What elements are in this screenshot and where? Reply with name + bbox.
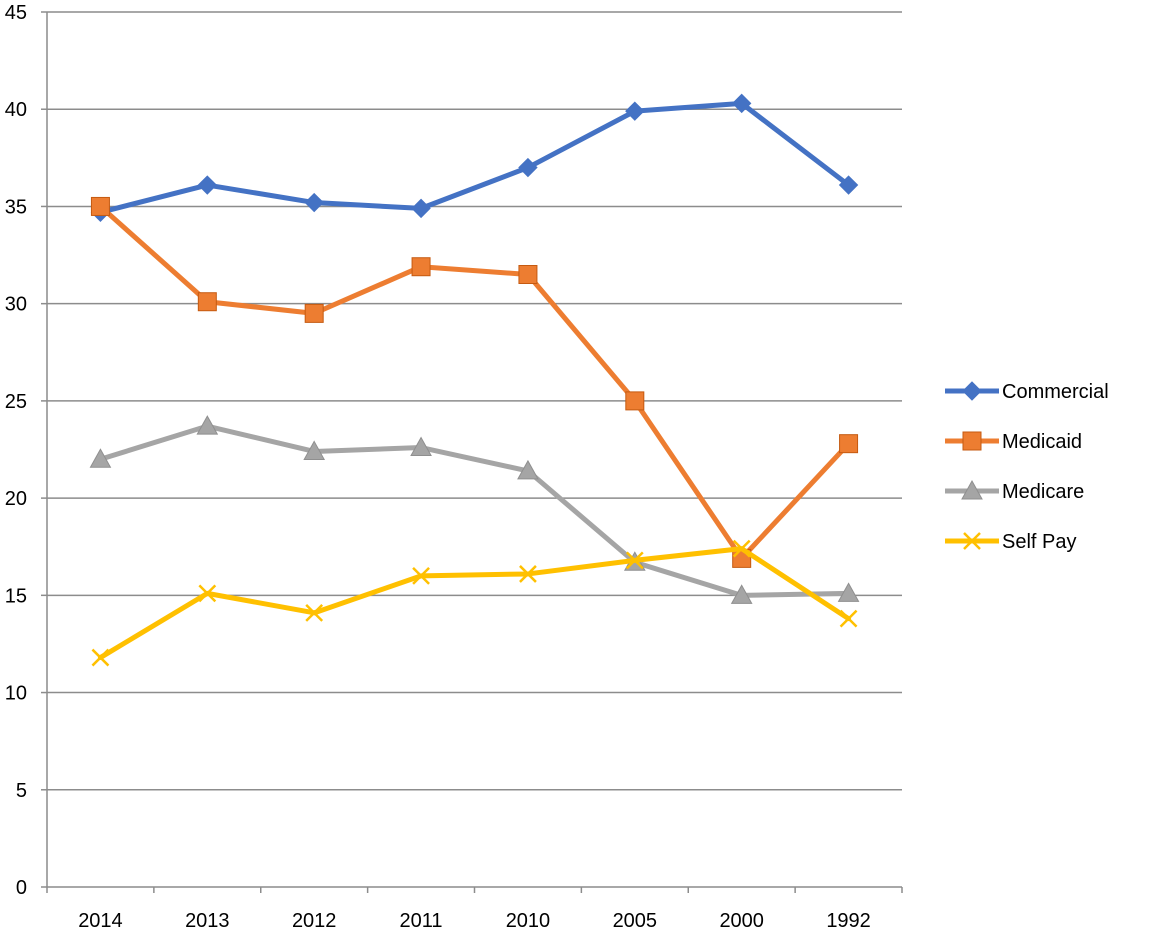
data-point-self-pay [732, 539, 751, 558]
x-marker-stroke [412, 567, 430, 585]
x-tick-label: 2010 [506, 910, 551, 932]
x-tick-label: 2013 [185, 910, 230, 932]
legend-label: Commercial [1002, 381, 1109, 403]
data-point-medicaid [839, 434, 859, 454]
x-tick-label: 2005 [613, 910, 658, 932]
y-tick-label: 20 [5, 488, 27, 510]
data-point-commercial [304, 192, 324, 213]
data-point-commercial [518, 157, 538, 178]
y-tick-label: 45 [5, 2, 27, 24]
legend-label: Self Pay [1002, 531, 1076, 553]
series [89, 93, 860, 667]
data-point-commercial [411, 198, 431, 219]
x-marker-stroke [732, 539, 751, 558]
data-point-medicaid [90, 196, 110, 216]
data-point-commercial [838, 175, 859, 195]
data-point-medicare [517, 459, 539, 480]
data-point-medicaid [197, 292, 217, 312]
x-tick-label: 2000 [719, 910, 764, 932]
data-point-medicaid [625, 391, 645, 411]
y-tick-label: 25 [5, 391, 27, 413]
y-tick-label: 40 [5, 99, 27, 121]
series-line-medicaid [97, 203, 852, 561]
x-marker-stroke [839, 609, 858, 628]
y-tick-label: 5 [16, 780, 27, 802]
legend-item-commercial: Commercial [945, 381, 1109, 403]
y-tick-label: 0 [16, 877, 27, 899]
x-tick-label: 2014 [78, 910, 123, 932]
data-point-commercial [731, 93, 752, 114]
legend-item-medicaid: Medicaid [945, 431, 1082, 453]
series-medicaid [90, 196, 859, 568]
data-point-self-pay [519, 565, 537, 583]
x-marker-stroke [198, 584, 217, 603]
legend-marker [963, 532, 981, 550]
y-tick-label: 30 [5, 294, 27, 316]
data-point-commercial [625, 101, 645, 121]
data-point-commercial [197, 175, 218, 195]
y-tick-label: 10 [5, 683, 27, 705]
legend-item-medicare: Medicare [945, 479, 1084, 503]
data-point-medicare [196, 415, 219, 435]
data-point-self-pay [839, 609, 858, 628]
x-marker-stroke [519, 565, 537, 583]
y-tick-label: 35 [5, 196, 27, 218]
series-line-commercial [97, 100, 852, 215]
y-tick-label: 15 [5, 585, 27, 607]
data-point-self-pay [91, 648, 110, 667]
legend-item-self-pay: Self Pay [945, 531, 1076, 553]
data-point-medicare [89, 448, 112, 468]
data-point-self-pay [625, 551, 644, 570]
x-marker-stroke [963, 532, 981, 550]
x-tick-label: 2012 [292, 910, 337, 932]
data-point-medicare [730, 584, 753, 604]
data-point-medicare [410, 436, 432, 457]
x-tick-label: 1992 [826, 910, 871, 932]
data-point-self-pay [198, 584, 217, 603]
legend-marker [962, 431, 982, 451]
legend: Commercial Medicaid Medicare Self Pay [945, 381, 1109, 553]
series-line-medicare [97, 423, 852, 598]
series-self-pay [91, 539, 858, 667]
data-point-self-pay [412, 567, 430, 585]
x-marker-stroke [305, 603, 324, 622]
series-commercial [90, 93, 859, 222]
data-point-self-pay [305, 603, 324, 622]
axes: 0 5 10 15 20 25 30 35 40 45 2014 2013 2012 2011 2010 20… [5, 2, 903, 932]
data-point-medicaid [304, 303, 324, 323]
data-point-medicare [303, 440, 326, 460]
legend-marker [961, 479, 983, 500]
x-marker-stroke [91, 648, 110, 667]
gridlines [47, 11, 902, 791]
legend-label: Medicaid [1002, 431, 1082, 453]
x-tick-label: 2011 [400, 910, 443, 932]
data-point-medicaid [411, 257, 431, 277]
data-point-medicaid [518, 265, 538, 284]
x-marker-stroke [625, 551, 644, 570]
legend-label: Medicare [1002, 481, 1084, 503]
series-line-self-pay [97, 546, 852, 661]
data-point-medicare [837, 582, 860, 602]
legend-marker [962, 381, 982, 401]
